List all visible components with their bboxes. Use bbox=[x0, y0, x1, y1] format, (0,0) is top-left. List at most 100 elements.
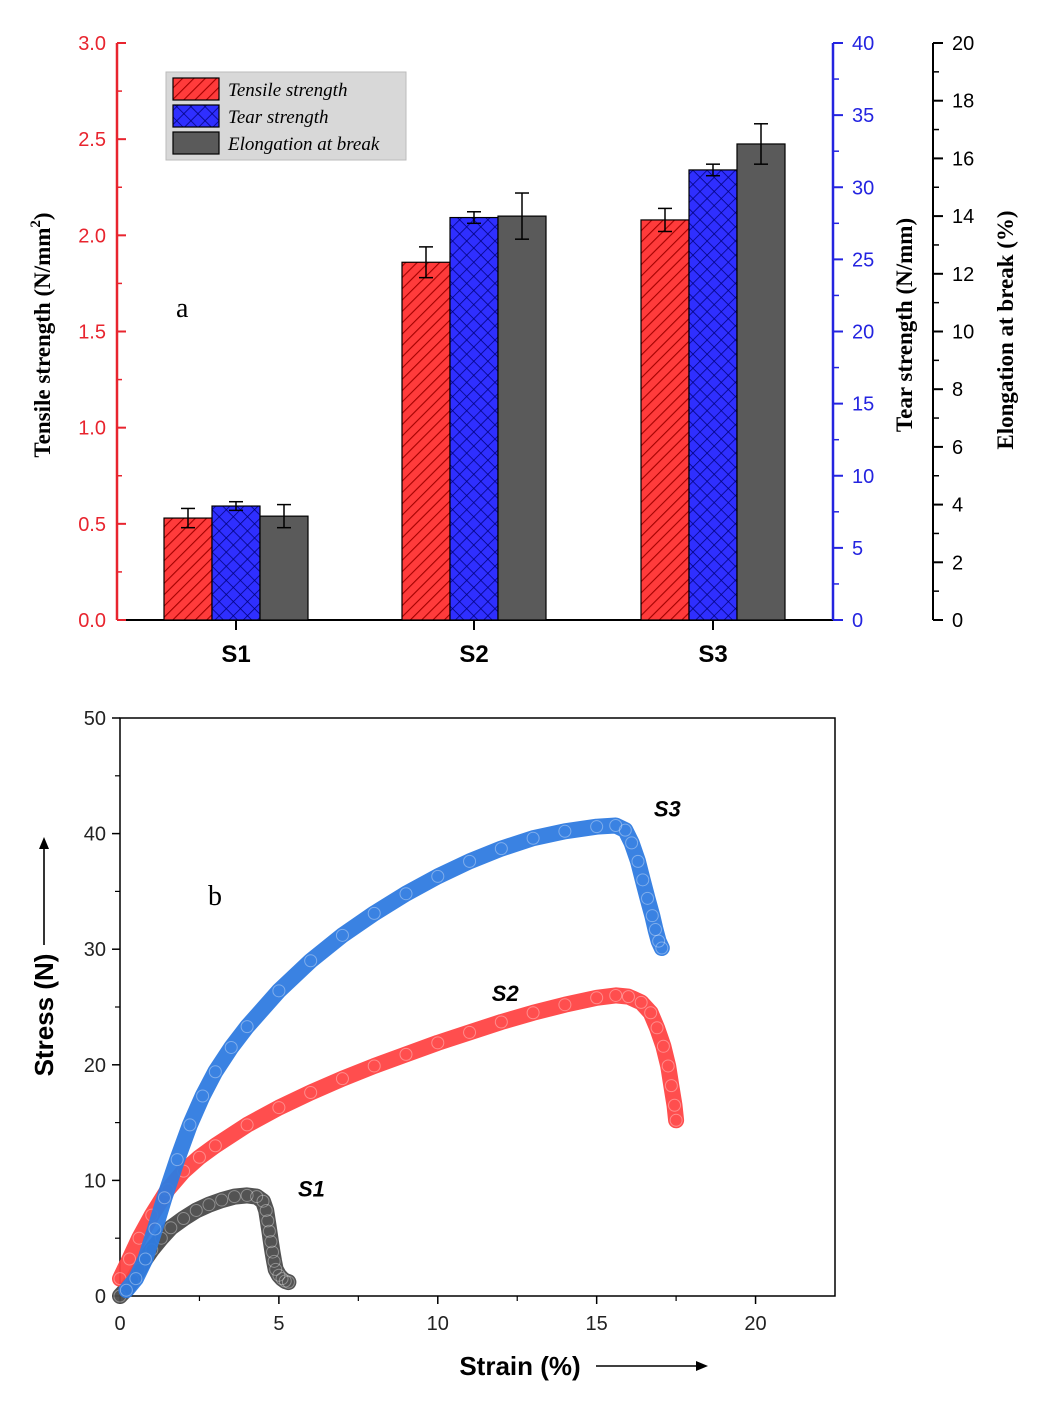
elongation-tick-label: 2 bbox=[952, 552, 963, 574]
elongation-tick-label: 16 bbox=[952, 148, 974, 170]
point-S2 bbox=[272, 1101, 286, 1115]
point-S3 bbox=[335, 928, 349, 942]
point-S3 bbox=[196, 1089, 210, 1103]
point-S2 bbox=[644, 1006, 658, 1020]
point-S2 bbox=[669, 1113, 683, 1127]
x-tick-label: 20 bbox=[744, 1313, 766, 1335]
elongation-tick-label: 4 bbox=[952, 495, 963, 517]
point-S3 bbox=[648, 923, 662, 937]
curve-labels: S1 S2 S3 bbox=[298, 796, 681, 1201]
y-tick-label: 10 bbox=[84, 1170, 106, 1192]
tear-tick-label: 5 bbox=[852, 538, 863, 560]
panel-b-ticks: 0 5 10 15 20 0 10 20 30 40 50 bbox=[84, 708, 767, 1335]
point-S2 bbox=[208, 1139, 222, 1153]
panel-b-label: b bbox=[208, 881, 222, 912]
bar-tear-S1 bbox=[211, 505, 261, 621]
elongation-tick-label: 18 bbox=[952, 91, 974, 113]
tear-axis-ticks: 0 5 10 15 20 25 30 35 40 bbox=[833, 33, 874, 632]
point-S1 bbox=[281, 1275, 295, 1289]
left-axis-label-end: ) bbox=[30, 212, 55, 220]
point-S2 bbox=[123, 1252, 137, 1266]
point-S2 bbox=[590, 991, 604, 1005]
point-S3 bbox=[652, 934, 666, 948]
point-S3 bbox=[183, 1118, 197, 1132]
point-S1 bbox=[261, 1214, 275, 1228]
point-S1 bbox=[240, 1188, 254, 1202]
point-S3 bbox=[631, 854, 645, 868]
legend-label-tensile: Tensile strength bbox=[228, 80, 347, 101]
elongation-tick-label: 0 bbox=[952, 610, 963, 632]
category-labels: S1 S2 S3 bbox=[221, 620, 728, 668]
point-S1 bbox=[227, 1190, 241, 1204]
point-S3 bbox=[240, 1020, 254, 1034]
y-axis-label: Stress (N) bbox=[29, 954, 59, 1077]
point-S3 bbox=[170, 1153, 184, 1167]
panel-b: 0 5 10 15 20 0 10 20 30 40 50 S1 S2 S3 Strain (%) St… bbox=[29, 708, 836, 1381]
point-S3 bbox=[157, 1191, 171, 1205]
elongation-tick-label: 12 bbox=[952, 264, 974, 286]
point-S3 bbox=[399, 887, 413, 901]
curve-label-S3: S3 bbox=[654, 796, 681, 821]
bar-elongation-S1 bbox=[259, 515, 309, 621]
y-tick-label: 40 bbox=[84, 824, 106, 846]
tear-tick-label: 20 bbox=[852, 322, 874, 344]
point-S2 bbox=[192, 1150, 206, 1164]
legend-swatch-elongation bbox=[172, 131, 220, 155]
point-S3 bbox=[625, 836, 639, 850]
point-S2 bbox=[558, 998, 572, 1012]
point-S3 bbox=[138, 1252, 152, 1266]
legend-label-elongation: Elongation at break bbox=[227, 134, 380, 155]
point-S1 bbox=[269, 1262, 283, 1276]
point-S1 bbox=[164, 1221, 178, 1235]
y-tick-label: 20 bbox=[84, 1055, 106, 1077]
point-S2 bbox=[399, 1047, 413, 1061]
x-tick-label: 15 bbox=[586, 1313, 608, 1335]
tear-axis-label: Tear strength (N/mm) bbox=[892, 218, 917, 432]
left-tick-label: 1.0 bbox=[78, 418, 106, 440]
point-S1 bbox=[189, 1203, 203, 1217]
tear-tick-label: 10 bbox=[852, 466, 874, 488]
point-S3 bbox=[272, 984, 286, 998]
bars bbox=[163, 123, 786, 621]
point-S3 bbox=[367, 906, 381, 920]
curve-S3 bbox=[118, 817, 670, 1299]
point-S1 bbox=[259, 1203, 273, 1217]
point-S3 bbox=[590, 820, 604, 834]
point-S3 bbox=[636, 873, 650, 887]
point-S1 bbox=[202, 1198, 216, 1212]
elongation-axis-label: Elongation at break (%) bbox=[993, 210, 1018, 449]
point-S2 bbox=[240, 1118, 254, 1132]
x-axis-arrowhead bbox=[696, 1361, 708, 1371]
tear-tick-label: 40 bbox=[852, 33, 874, 55]
point-S3 bbox=[641, 891, 655, 905]
left-tick-label: 2.5 bbox=[78, 129, 106, 151]
bar-tensile-S1 bbox=[163, 517, 213, 621]
category-label: S3 bbox=[698, 641, 727, 668]
point-S1 bbox=[177, 1212, 191, 1226]
elongation-tick-label: 14 bbox=[952, 206, 974, 228]
legend: Tensile strength Tear strength Elongatio… bbox=[165, 71, 407, 161]
x-axis-label: Strain (%) bbox=[459, 1351, 580, 1381]
point-S3 bbox=[431, 869, 445, 883]
point-S2 bbox=[335, 1072, 349, 1086]
point-S1 bbox=[275, 1272, 289, 1286]
y-tick-label: 30 bbox=[84, 939, 106, 961]
x-tick-label: 5 bbox=[273, 1313, 284, 1335]
left-axis-label-sup: 2 bbox=[28, 220, 44, 228]
point-S1 bbox=[250, 1190, 264, 1204]
point-S3 bbox=[148, 1222, 162, 1236]
y-tick-label: 0 bbox=[95, 1286, 106, 1308]
point-S3 bbox=[129, 1272, 143, 1286]
elongation-tick-label: 20 bbox=[952, 33, 974, 55]
stress-strain-curves bbox=[112, 817, 685, 1304]
bar-tensile-S3 bbox=[640, 219, 690, 621]
point-S3 bbox=[304, 954, 318, 968]
category-label: S2 bbox=[459, 641, 488, 668]
x-tick-label: 0 bbox=[114, 1313, 125, 1335]
bar-elongation-S2 bbox=[497, 215, 547, 621]
point-S3 bbox=[526, 831, 540, 845]
tear-tick-label: 30 bbox=[852, 177, 874, 199]
point-S1 bbox=[256, 1194, 270, 1208]
left-tick-label: 2.0 bbox=[78, 225, 106, 247]
